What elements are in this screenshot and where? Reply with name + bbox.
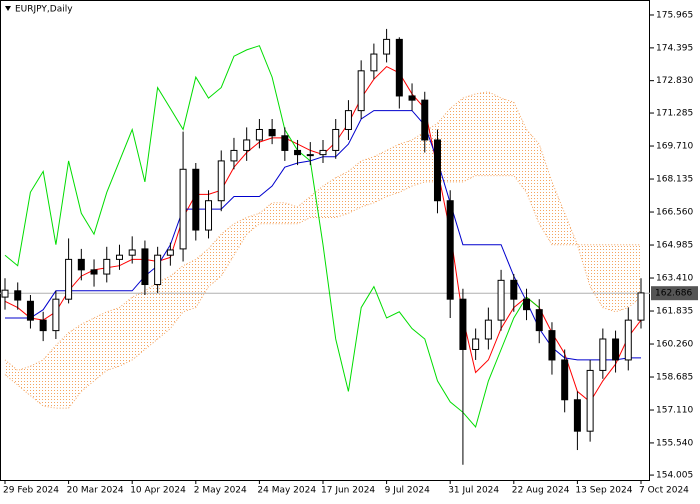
- x-tick-label: 20 Mar 2024: [67, 486, 124, 496]
- plot-frame: [0, 0, 650, 481]
- candle-body: [599, 338, 607, 371]
- candle-body: [535, 309, 543, 332]
- candle-body: [357, 70, 365, 112]
- candle-body: [65, 258, 73, 300]
- y-tick-label: 158.685: [656, 373, 693, 383]
- candle-body: [281, 135, 289, 151]
- candle-body: [624, 319, 632, 361]
- candle-body: [115, 254, 123, 260]
- last-price-label: 162.686: [655, 289, 692, 299]
- y-tick-label: 168.135: [656, 175, 693, 185]
- x-tick-label: 9 Jul 2024: [385, 486, 430, 496]
- y-tick-label: 164.985: [656, 241, 693, 251]
- candle-body: [395, 38, 403, 97]
- candle-body: [14, 290, 22, 301]
- candle-body: [421, 99, 429, 141]
- x-tick-label: 17 Jun 2024: [321, 486, 375, 496]
- candle-body: [586, 369, 594, 432]
- candle-body: [217, 160, 225, 202]
- x-tick-label: 2 May 2024: [194, 486, 247, 496]
- candle-body: [243, 139, 251, 151]
- y-tick-label: 174.395: [656, 43, 693, 53]
- candle-body: [370, 53, 378, 72]
- candle-body: [306, 154, 314, 157]
- candle-body: [1, 289, 9, 298]
- candle-body: [179, 168, 187, 250]
- candle-body: [383, 38, 391, 55]
- candle-body: [255, 128, 263, 141]
- y-tick-label: 155.540: [656, 438, 693, 448]
- x-tick-label: 13 Sep 2024: [575, 486, 632, 496]
- indicator-line: [4, 45, 540, 429]
- candle-body: [230, 149, 238, 162]
- candle-body: [637, 292, 645, 321]
- x-tick-label: 22 Aug 2024: [512, 486, 570, 496]
- candle-body: [561, 359, 569, 401]
- cloud-fill: [5, 91, 641, 409]
- menu-arrow[interactable]: [5, 6, 11, 11]
- candle-body: [103, 258, 111, 275]
- span-b-line: [4, 175, 641, 409]
- y-tick-label: 166.560: [656, 208, 693, 218]
- candle-body: [205, 200, 213, 231]
- candle-body: [90, 269, 98, 275]
- x-tick-label: 29 Feb 2024: [3, 486, 59, 496]
- x-tick-label: 10 Apr 2024: [130, 486, 186, 496]
- x-tick-label: 24 May 2024: [257, 486, 316, 496]
- candle-body: [497, 279, 505, 321]
- candle-body: [523, 298, 531, 311]
- y-tick-label: 169.710: [656, 142, 693, 152]
- candle-body: [510, 279, 518, 300]
- candle-body: [319, 149, 327, 156]
- y-tick-label: 160.260: [656, 340, 693, 350]
- candle-body: [52, 298, 60, 332]
- x-tick-label: 7 Oct 2024: [639, 486, 689, 496]
- candle-body: [472, 338, 480, 350]
- candle-body: [166, 249, 174, 256]
- y-tick-label: 172.830: [656, 76, 693, 86]
- candle-body: [408, 95, 416, 101]
- candle-body: [192, 168, 200, 231]
- y-tick-label: 163.410: [656, 274, 693, 284]
- candle-body: [344, 110, 352, 130]
- span-a-line: [4, 91, 642, 371]
- y-tick-label: 157.110: [656, 406, 693, 416]
- last-price-box: [651, 286, 698, 301]
- y-tick-label: 161.835: [656, 307, 693, 317]
- y-tick-label: 154.005: [656, 471, 693, 481]
- candle-body: [294, 149, 302, 156]
- candle-body: [459, 298, 467, 350]
- candle-body: [548, 330, 556, 361]
- candle-body: [484, 319, 492, 340]
- candle-body: [612, 338, 620, 361]
- chart-title: EURJPY,Daily: [15, 5, 73, 15]
- candle-body: [433, 139, 441, 202]
- candle-body: [332, 128, 340, 151]
- x-tick-label: 31 Jul 2024: [448, 486, 499, 496]
- y-tick-label: 175.965: [656, 10, 693, 20]
- candle-body: [128, 249, 136, 256]
- candle-body: [268, 128, 276, 137]
- y-tick-label: 171.285: [656, 109, 693, 119]
- candle-body: [573, 399, 581, 432]
- candle-body: [446, 200, 454, 300]
- candle-body: [26, 300, 34, 321]
- candle-body: [39, 319, 47, 332]
- candle-body: [154, 254, 162, 286]
- candle-body: [141, 248, 149, 286]
- candle-body: [77, 258, 85, 271]
